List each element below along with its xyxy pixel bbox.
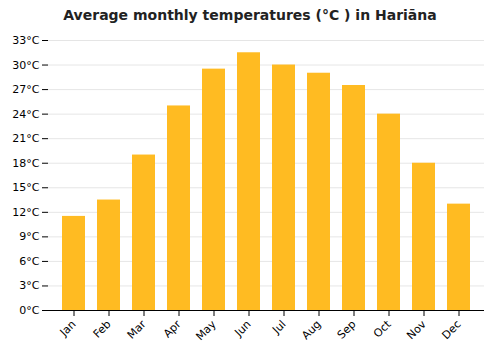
html-text:Average monthly temperatures (: Average monthly temperatures (°C ) in Ha… xyxy=(63,7,437,23)
svg-text:Apr: Apr xyxy=(161,317,184,340)
svg-text:Sep: Sep xyxy=(335,318,359,342)
svg-text:Feb: Feb xyxy=(91,318,114,341)
svg-text:3°C: 3°C xyxy=(19,279,39,292)
svg-text:33°C: 33°C xyxy=(12,34,39,47)
svg-text:15°C: 15°C xyxy=(12,181,39,194)
svg-text:30°C: 30°C xyxy=(12,59,39,72)
svg-text:27°C: 27°C xyxy=(12,83,39,96)
svg-text:May: May xyxy=(193,317,219,343)
svg-text:18°C: 18°C xyxy=(12,157,39,170)
svg-text:Jan: Jan xyxy=(57,318,79,340)
svg-text:Jun: Jun xyxy=(232,318,254,340)
svg-text:21°C: 21°C xyxy=(12,132,39,145)
svg-text:Dec: Dec xyxy=(439,318,463,342)
svg-text:Jul: Jul xyxy=(269,318,288,337)
svg-text:24°C: 24°C xyxy=(12,108,39,121)
svg-text:Nov: Nov xyxy=(404,317,429,342)
svg-text:Mar: Mar xyxy=(125,317,149,341)
svg-text:9°C: 9°C xyxy=(19,230,39,243)
svg-text:0°C: 0°C xyxy=(19,304,39,317)
svg-text:Oct: Oct xyxy=(371,317,394,340)
svg-text:6°C: 6°C xyxy=(19,255,39,268)
svg-text:12°C: 12°C xyxy=(12,206,39,219)
svg-text:Aug: Aug xyxy=(299,318,323,342)
